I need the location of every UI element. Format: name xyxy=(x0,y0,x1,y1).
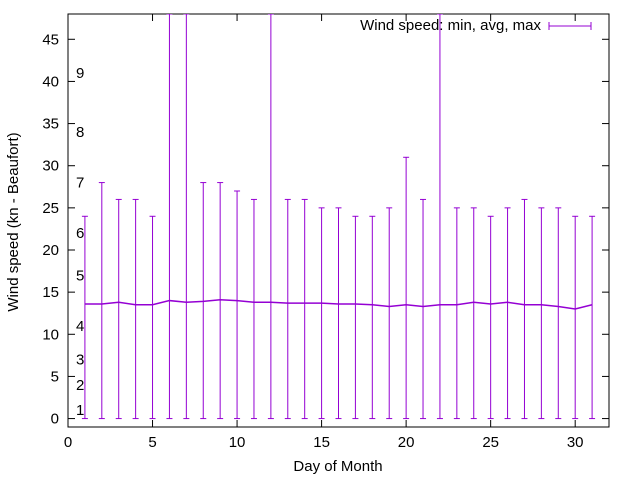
x-tick-label: 30 xyxy=(567,434,584,451)
beaufort-label: 2 xyxy=(76,377,84,394)
y-tick-label: 40 xyxy=(42,73,59,90)
beaufort-label: 4 xyxy=(76,318,84,335)
x-tick-label: 20 xyxy=(398,434,415,451)
x-tick-label: 25 xyxy=(482,434,499,451)
x-axis-ticks: 0 5 10 15 20 25 30 xyxy=(64,14,584,451)
beaufort-label: 7 xyxy=(76,175,84,192)
y-axis-label: Wind speed (kn - Beaufort) xyxy=(5,132,22,311)
plot-border xyxy=(67,13,610,428)
x-tick-label: 15 xyxy=(313,434,330,451)
beaufort-label: 8 xyxy=(76,124,84,141)
beaufort-label: 5 xyxy=(76,267,84,284)
y-tick-label: 10 xyxy=(42,326,59,343)
x-axis-label: Day of Month xyxy=(293,458,382,475)
legend: Wind speed: min, avg, max xyxy=(360,17,592,34)
y-tick-label: 0 xyxy=(51,411,59,428)
beaufort-label: 3 xyxy=(76,352,84,369)
y-tick-label: 35 xyxy=(42,116,59,133)
legend-label: Wind speed: min, avg, max xyxy=(360,17,541,34)
y-tick-label: 15 xyxy=(42,284,59,301)
x-tick-label: 0 xyxy=(64,434,72,451)
beaufort-label: 1 xyxy=(76,402,84,419)
series-layer xyxy=(81,14,596,420)
y-tick-label: 30 xyxy=(42,158,59,175)
beaufort-labels: 1 2 3 4 5 6 7 8 9 xyxy=(76,65,84,419)
beaufort-label: 9 xyxy=(76,65,84,82)
y-tick-label: 25 xyxy=(42,200,59,217)
plot-frame xyxy=(67,13,610,428)
y-tick-label: 5 xyxy=(51,368,59,385)
x-tick-label: 10 xyxy=(229,434,246,451)
y-tick-label: 45 xyxy=(42,31,59,48)
x-tick-label: 5 xyxy=(148,434,156,451)
y-tick-label: 20 xyxy=(42,242,59,259)
beaufort-label: 6 xyxy=(76,225,84,242)
average-line xyxy=(84,298,593,310)
